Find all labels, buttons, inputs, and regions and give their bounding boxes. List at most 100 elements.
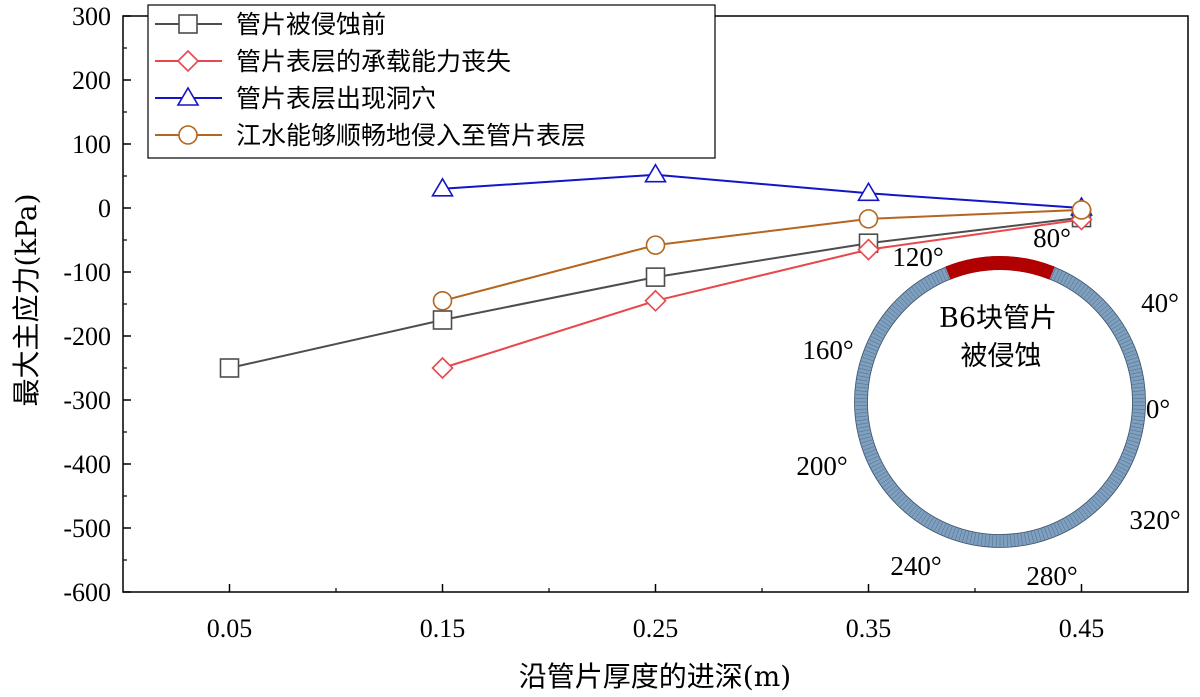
mesh-line bbox=[1132, 390, 1146, 392]
legend-box bbox=[147, 4, 716, 159]
mesh-line bbox=[905, 291, 915, 302]
mesh-line bbox=[944, 524, 950, 537]
mesh-line bbox=[1095, 301, 1106, 311]
mesh-line bbox=[980, 533, 983, 547]
mesh-line bbox=[920, 512, 929, 525]
mesh-line bbox=[1095, 493, 1106, 503]
mesh-line bbox=[1127, 364, 1141, 368]
legend-marker bbox=[176, 86, 200, 106]
mesh-line bbox=[1130, 378, 1144, 382]
mesh-line bbox=[1023, 532, 1027, 546]
mesh-line bbox=[1047, 525, 1053, 538]
y-tick-label: -100 bbox=[63, 258, 111, 287]
mesh-line bbox=[856, 375, 870, 379]
angle-label: 320° bbox=[1129, 505, 1180, 535]
mesh-line bbox=[1088, 500, 1098, 511]
angle-label: 0° bbox=[1146, 394, 1170, 424]
legend-label: 管片表层的承载能力丧失 bbox=[236, 47, 511, 76]
mesh-line bbox=[1071, 279, 1080, 292]
mesh-line bbox=[1059, 519, 1067, 532]
mesh-line bbox=[1131, 382, 1145, 385]
mesh-line bbox=[1098, 304, 1109, 314]
mesh-line bbox=[858, 432, 872, 437]
y-tick-label: -600 bbox=[63, 578, 111, 607]
angle-label: 240° bbox=[890, 551, 941, 581]
mesh-line bbox=[896, 298, 907, 309]
mesh-line bbox=[894, 493, 905, 503]
mesh-line bbox=[905, 502, 915, 513]
data-point bbox=[432, 290, 453, 311]
mesh-line bbox=[866, 455, 880, 462]
mesh-line bbox=[1100, 307, 1111, 317]
inset-label-line2: 被侵蚀 bbox=[961, 341, 1042, 372]
mesh-line bbox=[940, 522, 947, 536]
mesh-line bbox=[856, 378, 870, 382]
inset-label-line1: B6块管片 bbox=[939, 303, 1057, 334]
mesh-line bbox=[944, 267, 950, 280]
mesh-line bbox=[969, 531, 973, 545]
y-tick-label: 100 bbox=[72, 130, 111, 159]
mesh-line bbox=[889, 307, 900, 317]
mesh-line bbox=[868, 458, 881, 465]
mesh-line bbox=[976, 532, 980, 546]
mesh-line bbox=[984, 533, 987, 547]
mesh-line bbox=[1063, 274, 1070, 286]
mesh-line bbox=[1129, 429, 1143, 433]
mesh-line bbox=[857, 371, 871, 375]
mesh-line bbox=[886, 310, 898, 319]
mesh-line bbox=[855, 382, 869, 385]
mesh-line bbox=[1066, 275, 1073, 288]
mesh-line bbox=[1127, 436, 1141, 440]
mesh-line bbox=[1119, 339, 1132, 346]
mesh-line bbox=[933, 519, 941, 532]
mesh-line bbox=[1123, 449, 1136, 455]
mesh-line bbox=[1085, 502, 1095, 513]
mesh-line bbox=[1069, 277, 1077, 290]
mesh-line bbox=[988, 534, 990, 548]
mesh-line bbox=[1130, 425, 1144, 429]
mesh-line bbox=[873, 329, 886, 336]
legend-item: 江水能够顺畅地侵入至管片表层 bbox=[155, 121, 586, 150]
mesh-line bbox=[868, 339, 881, 346]
mesh-line bbox=[864, 349, 877, 355]
mesh-line bbox=[1128, 432, 1142, 437]
mesh-line bbox=[1050, 267, 1056, 280]
axes-layer: 300 200 100 0 -100 -200 -300 -400 -500 -600 0.05 0.… bbox=[63, 2, 1189, 643]
mesh-line bbox=[860, 360, 874, 365]
mesh-line bbox=[1117, 461, 1130, 469]
mesh-line bbox=[857, 429, 871, 433]
mesh-line bbox=[1125, 442, 1139, 448]
mesh-line bbox=[920, 279, 929, 292]
mesh-line bbox=[1069, 514, 1077, 527]
legend-label: 管片被侵蚀前 bbox=[236, 10, 386, 39]
mesh-line bbox=[1126, 439, 1140, 444]
mesh-line bbox=[891, 490, 902, 500]
mesh-line bbox=[1122, 346, 1135, 352]
mesh-line bbox=[877, 473, 890, 482]
angle-label: 40° bbox=[1141, 288, 1179, 318]
mesh-line bbox=[1109, 476, 1121, 485]
mesh-line bbox=[1020, 532, 1024, 546]
mesh-line bbox=[930, 518, 937, 530]
mesh-line bbox=[1091, 296, 1101, 307]
angle-label: 120° bbox=[892, 242, 943, 272]
ring-inset: 0° 40° 80° 120° 160° 200° 240° 280° 320° bbox=[796, 223, 1180, 591]
data-point bbox=[644, 163, 667, 183]
data-point bbox=[432, 310, 453, 330]
mesh-line bbox=[1093, 495, 1104, 506]
mesh-line bbox=[859, 364, 873, 368]
mesh-line bbox=[1132, 412, 1146, 414]
mesh-line bbox=[1123, 349, 1136, 355]
data-point bbox=[431, 177, 454, 197]
mesh-line bbox=[914, 284, 923, 295]
mesh-line bbox=[937, 521, 944, 534]
mesh-line bbox=[862, 353, 876, 359]
y-tick-label: -400 bbox=[63, 450, 111, 479]
angle-label: 280° bbox=[1026, 561, 1077, 591]
mesh-line bbox=[1102, 485, 1114, 494]
mesh-line bbox=[854, 412, 868, 414]
mesh-line bbox=[855, 386, 869, 389]
mesh-line bbox=[856, 422, 870, 426]
mesh-line bbox=[958, 528, 963, 542]
data-point bbox=[857, 181, 880, 202]
